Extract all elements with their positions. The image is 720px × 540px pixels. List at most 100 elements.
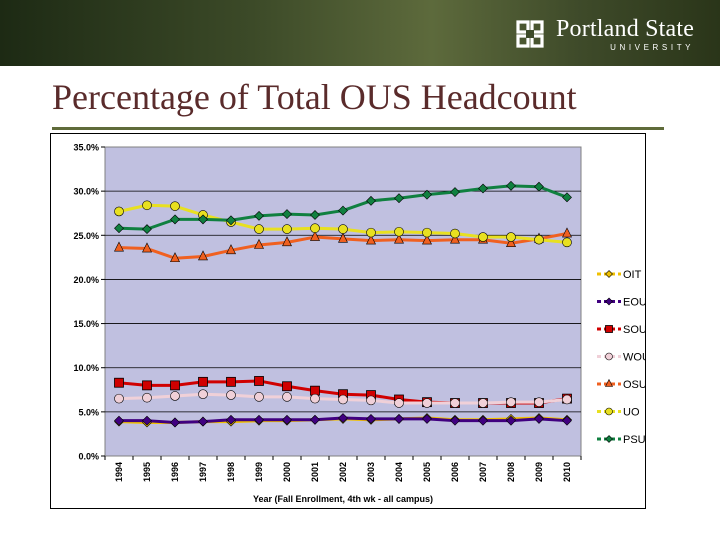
- data-point-osu: [422, 234, 432, 245]
- data-point-osu: [366, 234, 376, 245]
- data-point-wou: [198, 389, 208, 400]
- data-point-osu: [198, 250, 208, 261]
- data-point-sou: [114, 377, 124, 388]
- data-point-uo: [142, 200, 152, 211]
- x-axis-label: Year (Fall Enrollment, 4th wk - all camp…: [253, 494, 433, 504]
- data-point-eou: [282, 414, 292, 425]
- data-point-eou: [506, 415, 516, 426]
- x-tick-label: 2001: [310, 462, 320, 482]
- legend-label-oit: OIT: [623, 269, 642, 281]
- data-point-wou: [142, 392, 152, 403]
- data-point-psu: [338, 205, 348, 216]
- data-point-wou: [170, 391, 180, 401]
- data-point-psu: [478, 183, 488, 194]
- legend-label-uo: UO: [623, 407, 640, 419]
- data-point-uo: [254, 224, 264, 234]
- legend-marker-wou: [605, 352, 613, 361]
- data-point-uo: [170, 201, 180, 211]
- data-point-osu: [310, 230, 320, 241]
- data-point-osu: [282, 236, 292, 247]
- y-tick-label: 0.0%: [78, 452, 99, 462]
- data-point-sou: [198, 376, 208, 387]
- data-point-osu: [254, 238, 264, 249]
- header-banner: Portland State UNIVERSITY: [0, 0, 720, 66]
- data-point-osu: [142, 242, 152, 253]
- data-point-psu: [282, 209, 292, 220]
- data-point-sou: [282, 381, 292, 392]
- data-point-sou: [226, 376, 236, 387]
- data-point-osu: [450, 233, 460, 244]
- x-tick-label: 1997: [198, 462, 208, 482]
- logo-name: Portland State: [556, 15, 695, 42]
- data-point-wou: [422, 398, 432, 408]
- data-point-sou: [170, 380, 180, 391]
- data-point-osu: [506, 237, 516, 248]
- legend-label-osu: OSU: [623, 379, 645, 391]
- data-point-wou: [254, 392, 264, 402]
- x-tick-label: 1995: [142, 462, 152, 482]
- x-tick-label: 2010: [562, 462, 572, 482]
- x-tick-label: 2003: [366, 462, 376, 482]
- data-point-eou: [338, 413, 348, 423]
- data-point-wou: [478, 398, 488, 408]
- data-point-uo: [422, 227, 432, 238]
- data-point-wou: [310, 393, 320, 404]
- data-point-eou: [226, 414, 236, 425]
- data-point-psu: [198, 214, 208, 225]
- x-tick-label: 2008: [506, 462, 516, 482]
- y-tick-label: 35.0%: [73, 143, 99, 153]
- legend-marker-uo: [605, 407, 613, 416]
- data-point-uo: [282, 224, 292, 234]
- y-tick-label: 25.0%: [73, 231, 99, 241]
- data-point-psu: [114, 223, 124, 234]
- data-point-psu: [394, 193, 404, 204]
- x-tick-label: 2005: [422, 462, 432, 482]
- x-tick-label: 2009: [534, 462, 544, 482]
- data-point-uo: [394, 226, 404, 237]
- data-point-wou: [226, 390, 236, 400]
- data-point-wou: [534, 397, 544, 407]
- x-tick-label: 1998: [226, 462, 236, 482]
- data-point-psu: [562, 192, 572, 203]
- y-tick-label: 20.0%: [73, 275, 99, 285]
- data-point-uo: [534, 234, 544, 245]
- x-tick-label: 1999: [254, 462, 264, 482]
- y-tick-label: 10.0%: [73, 363, 99, 373]
- data-point-osu: [394, 233, 404, 244]
- x-tick-label: 2006: [450, 462, 460, 482]
- data-point-uo: [506, 232, 516, 242]
- legend-label-eou: EOU: [623, 297, 645, 309]
- x-tick-label: 2000: [282, 462, 292, 482]
- data-point-wou: [114, 393, 124, 404]
- data-point-wou: [562, 394, 572, 405]
- data-point-psu: [422, 189, 432, 200]
- x-tick-label: 1994: [114, 462, 124, 482]
- chart-svg: 0.0% 5.0% 10.0% 15.0% 20.0% 25.0% 30.0% 35.0% 19…: [73, 143, 649, 505]
- data-point-eou: [478, 415, 488, 426]
- y-tick-label: 15.0%: [73, 319, 99, 329]
- legend-marker-sou: [605, 325, 613, 333]
- x-tick-label: 1996: [170, 462, 180, 482]
- legend-label-psu: PSU: [623, 434, 645, 446]
- logo-subtitle: UNIVERSITY: [610, 42, 695, 52]
- data-point-sou: [254, 376, 264, 386]
- data-point-eou: [254, 414, 264, 425]
- data-point-eou: [422, 413, 432, 424]
- data-point-osu: [562, 227, 572, 238]
- slide-title: Percentage of Total OUS Headcount: [52, 77, 577, 117]
- university-logo: Portland State UNIVERSITY: [512, 14, 694, 54]
- headcount-chart: 0.0% 5.0% 10.0% 15.0% 20.0% 25.0% 30.0% 35.0% 19…: [50, 133, 650, 509]
- title-divider: [52, 127, 664, 130]
- data-point-psu: [254, 210, 264, 221]
- plot-area: [104, 146, 582, 457]
- y-tick-label: 5.0%: [78, 407, 99, 417]
- data-point-eou: [450, 415, 460, 426]
- data-point-eou: [310, 414, 320, 425]
- data-point-osu: [114, 241, 124, 252]
- legend-marker-psu: [605, 435, 613, 443]
- data-point-uo: [450, 228, 460, 239]
- legend-marker-eou: [605, 297, 613, 306]
- data-point-wou: [394, 398, 404, 408]
- data-point-wou: [366, 395, 376, 406]
- legend-label-wou: WOU: [623, 352, 645, 364]
